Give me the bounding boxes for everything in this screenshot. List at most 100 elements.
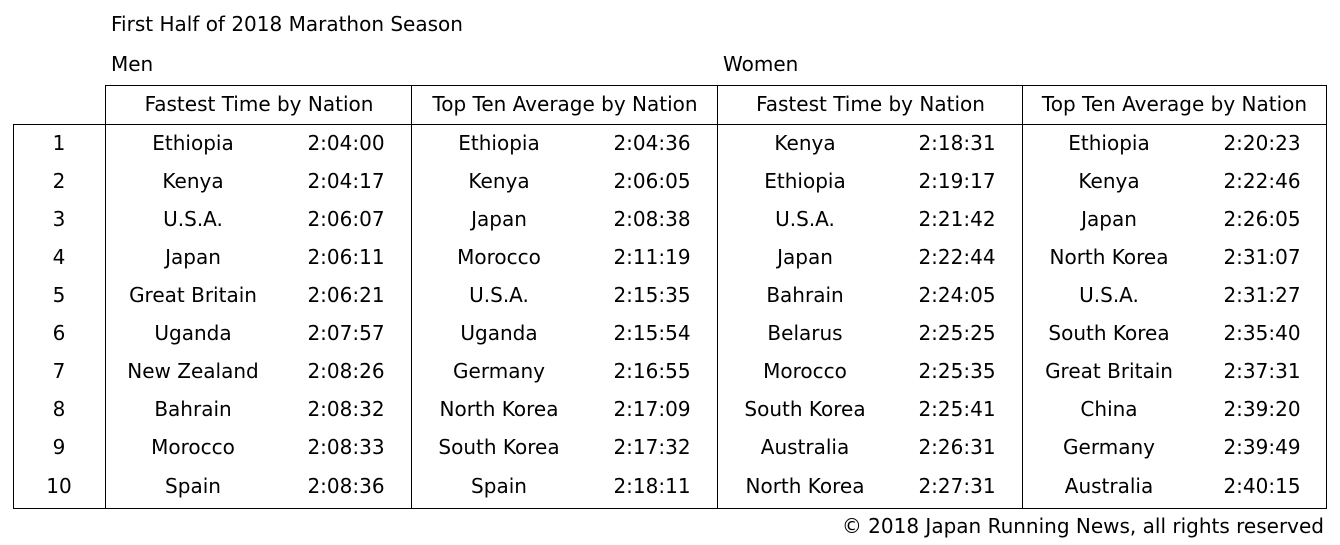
rankings-table	[13, 124, 1327, 509]
women-section-label: Women	[723, 52, 799, 76]
men-topten-nation-cell: Uganda	[460, 321, 538, 345]
women-topten-time-cell: 2:22:46	[1223, 169, 1301, 193]
women-fastest-time-cell: 2:25:35	[918, 359, 996, 383]
men-fastest-nation-cell: Japan	[165, 245, 221, 269]
men-fastest-nation-cell: Spain	[165, 474, 221, 498]
men-topten-time-cell: 2:06:05	[613, 169, 691, 193]
men-topten-time-cell: 2:16:55	[613, 359, 691, 383]
men-topten-nation-cell: North Korea	[439, 397, 559, 421]
men-topten-time-cell: 2:15:54	[613, 321, 691, 345]
men-fastest-nation-cell: Ethiopia	[152, 131, 234, 155]
rank-number: 9	[52, 435, 66, 459]
women-topten-nation-cell: Great Britain	[1045, 359, 1173, 383]
women-fastest-nation-cell: Kenya	[774, 131, 836, 155]
column-divider	[717, 124, 718, 509]
page-title: First Half of 2018 Marathon Season	[111, 12, 463, 36]
women-fastest-time-cell: 2:22:44	[918, 245, 996, 269]
women-topten-nation-cell: Japan	[1081, 207, 1137, 231]
women-fastest-nation-cell: Morocco	[763, 359, 847, 383]
women-fastest-nation-cell: Belarus	[767, 321, 843, 345]
women-fastest-time-cell: 2:25:41	[918, 397, 996, 421]
copyright-notice: © 2018 Japan Running News, all rights re…	[841, 514, 1324, 538]
men-fastest-nation-cell: Great Britain	[129, 283, 257, 307]
women-fastest-time-cell: 2:24:05	[918, 283, 996, 307]
women-topten-time-cell: 2:26:05	[1223, 207, 1301, 231]
column-divider	[105, 124, 106, 509]
women-fastest-nation-cell: North Korea	[745, 474, 865, 498]
men-fastest-time-cell: 2:07:57	[307, 321, 385, 345]
women-fastest-nation-cell: Australia	[760, 435, 850, 459]
women-topten-nation-cell: U.S.A.	[1079, 283, 1139, 307]
men-topten-time-cell: 2:15:35	[613, 283, 691, 307]
women-fastest-nation-cell: Japan	[777, 245, 833, 269]
women-topten-time-cell: 2:37:31	[1223, 359, 1301, 383]
men-fastest-time-cell: 2:04:00	[307, 131, 385, 155]
men-topten-nation-cell: Spain	[471, 474, 527, 498]
men-fastest-time-cell: 2:08:26	[307, 359, 385, 383]
women-fastest-nation-cell: Ethiopia	[764, 169, 846, 193]
men-topten-time-cell: 2:17:32	[613, 435, 691, 459]
rank-number: 6	[52, 321, 66, 345]
rank-number: 8	[52, 397, 66, 421]
women-topten-time-cell: 2:39:49	[1223, 435, 1301, 459]
women-topten-nation-cell: North Korea	[1049, 245, 1169, 269]
men-fastest-nation-cell: Uganda	[154, 321, 232, 345]
women-fastest-nation-cell: Bahrain	[766, 283, 844, 307]
women-fastest-time-cell: 2:18:31	[918, 131, 996, 155]
men-topten-time-cell: 2:08:38	[613, 207, 691, 231]
men-topten-nation-cell: Morocco	[457, 245, 541, 269]
women-topten-time-cell: 2:35:40	[1223, 321, 1301, 345]
women-topten-nation-cell: Australia	[1064, 474, 1154, 498]
women-topten-nation-cell: China	[1080, 397, 1138, 421]
men-fastest-time-cell: 2:04:17	[307, 169, 385, 193]
men-fastest-time-cell: 2:06:21	[307, 283, 385, 307]
men-fastest-time-cell: 2:06:11	[307, 245, 385, 269]
women-topten-nation-cell: Germany	[1063, 435, 1155, 459]
header-men-fastest: Fastest Time by Nation	[105, 85, 412, 124]
women-topten-time-cell: 2:20:23	[1223, 131, 1301, 155]
men-topten-nation-cell: Kenya	[468, 169, 530, 193]
men-fastest-nation-cell: Bahrain	[154, 397, 232, 421]
women-fastest-time-cell: 2:21:42	[918, 207, 996, 231]
men-fastest-nation-cell: Kenya	[162, 169, 224, 193]
men-topten-nation-cell: U.S.A.	[469, 283, 529, 307]
men-topten-nation-cell: Ethiopia	[458, 131, 540, 155]
women-topten-nation-cell: Kenya	[1078, 169, 1140, 193]
men-fastest-nation-cell: U.S.A.	[163, 207, 223, 231]
header-women-fastest: Fastest Time by Nation	[717, 85, 1023, 124]
men-fastest-time-cell: 2:08:33	[307, 435, 385, 459]
men-fastest-time-cell: 2:08:36	[307, 474, 385, 498]
women-fastest-time-cell: 2:26:31	[918, 435, 996, 459]
women-fastest-time-cell: 2:19:17	[918, 169, 996, 193]
women-fastest-time-cell: 2:27:31	[918, 474, 996, 498]
men-topten-nation-cell: Japan	[471, 207, 527, 231]
rank-number: 7	[52, 359, 66, 383]
rank-number: 2	[52, 169, 66, 193]
column-divider	[411, 124, 412, 509]
column-divider	[1022, 124, 1023, 509]
men-topten-nation-cell: South Korea	[438, 435, 560, 459]
header-women-topten: Top Ten Average by Nation	[1022, 85, 1327, 124]
women-topten-time-cell: 2:39:20	[1223, 397, 1301, 421]
women-topten-nation-cell: South Korea	[1048, 321, 1170, 345]
women-topten-time-cell: 2:31:27	[1223, 283, 1301, 307]
women-fastest-time-cell: 2:25:25	[918, 321, 996, 345]
men-topten-nation-cell: Germany	[453, 359, 545, 383]
rank-number: 4	[52, 245, 66, 269]
women-topten-nation-cell: Ethiopia	[1068, 131, 1150, 155]
men-topten-time-cell: 2:04:36	[613, 131, 691, 155]
men-fastest-time-cell: 2:06:07	[307, 207, 385, 231]
women-topten-time-cell: 2:31:07	[1223, 245, 1301, 269]
rank-number: 5	[52, 283, 66, 307]
women-fastest-nation-cell: U.S.A.	[775, 207, 835, 231]
men-topten-time-cell: 2:17:09	[613, 397, 691, 421]
men-section-label: Men	[111, 52, 154, 76]
men-fastest-nation-cell: New Zealand	[127, 359, 259, 383]
men-fastest-time-cell: 2:08:32	[307, 397, 385, 421]
rank-number: 3	[52, 207, 66, 231]
women-fastest-nation-cell: South Korea	[744, 397, 866, 421]
women-topten-time-cell: 2:40:15	[1223, 474, 1301, 498]
men-fastest-nation-cell: Morocco	[151, 435, 235, 459]
header-men-topten: Top Ten Average by Nation	[411, 85, 718, 124]
rank-number: 1	[52, 131, 66, 155]
